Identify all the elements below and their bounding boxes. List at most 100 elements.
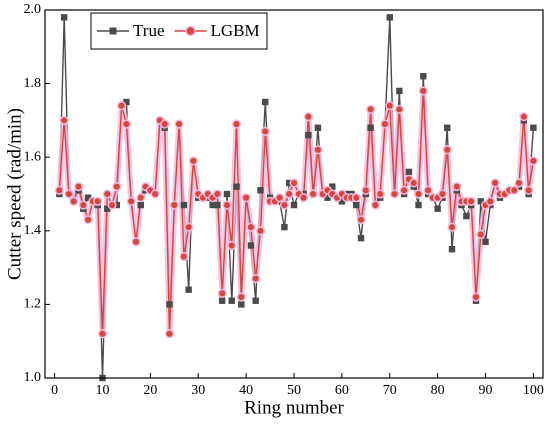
point — [123, 98, 130, 106]
point — [390, 189, 400, 199]
point — [482, 238, 489, 246]
x-tick-label: 40 — [239, 383, 253, 398]
point — [69, 196, 79, 206]
series-line — [58, 90, 535, 334]
point — [188, 156, 198, 166]
point — [286, 179, 293, 187]
point — [73, 182, 84, 192]
point — [289, 178, 299, 188]
point — [150, 189, 160, 199]
plot-frame — [44, 9, 544, 379]
x-tick-label: 0 — [51, 383, 58, 398]
point — [164, 329, 175, 339]
point — [228, 297, 235, 304]
point — [284, 189, 294, 199]
point — [305, 131, 312, 139]
point — [514, 178, 524, 188]
point — [528, 156, 538, 166]
point — [174, 119, 184, 129]
x-tick-label: 90 — [479, 383, 493, 398]
point — [112, 182, 122, 192]
x-tick-label: 100 — [523, 383, 544, 398]
point — [126, 196, 136, 206]
point — [218, 297, 226, 304]
point — [452, 182, 462, 192]
point — [353, 201, 360, 209]
point — [357, 234, 365, 242]
point — [137, 201, 144, 209]
legend: True LGBM — [90, 12, 268, 50]
point — [83, 215, 93, 225]
point — [530, 124, 537, 131]
point — [290, 201, 298, 209]
point — [509, 185, 519, 195]
point — [97, 329, 108, 339]
point — [212, 189, 222, 199]
x-tick-label: 60 — [335, 383, 349, 398]
point — [169, 200, 179, 210]
point — [386, 14, 393, 21]
x-axis-label: Ring number — [244, 397, 344, 418]
point — [366, 104, 376, 114]
legend-marker — [185, 25, 196, 37]
point — [275, 193, 285, 203]
point — [370, 200, 380, 210]
point — [409, 178, 419, 188]
point — [84, 194, 92, 201]
series-halo — [56, 88, 537, 337]
point — [420, 73, 427, 80]
point — [107, 200, 117, 210]
point — [519, 112, 529, 122]
point — [262, 98, 269, 106]
point — [222, 200, 232, 210]
point — [361, 185, 371, 195]
point — [471, 292, 481, 302]
legend-label: LGBM — [211, 21, 260, 40]
point — [241, 193, 251, 203]
point — [423, 185, 433, 195]
x-tick-label: 80 — [431, 383, 445, 398]
point — [490, 178, 500, 188]
point — [279, 200, 289, 210]
point — [104, 205, 111, 212]
point — [252, 297, 259, 304]
point — [184, 222, 194, 232]
point — [113, 201, 121, 209]
point — [255, 226, 266, 236]
point — [214, 201, 221, 209]
point — [442, 145, 452, 155]
point — [324, 194, 331, 201]
point — [380, 119, 390, 129]
point — [447, 222, 457, 232]
point — [136, 193, 146, 203]
legend-marker — [109, 27, 117, 35]
y-tick-label: 2.0 — [24, 2, 42, 17]
y-tick-label: 1.0 — [24, 370, 42, 385]
point — [463, 212, 470, 220]
point — [399, 185, 409, 195]
point — [477, 198, 484, 205]
point — [385, 101, 395, 111]
point — [396, 87, 403, 95]
point — [117, 101, 127, 111]
point — [418, 86, 428, 96]
x-tick-label: 30 — [191, 383, 205, 398]
point — [281, 223, 288, 231]
point — [375, 189, 385, 199]
point — [303, 112, 313, 122]
point — [54, 185, 64, 195]
point — [448, 246, 456, 253]
point — [485, 196, 495, 206]
point — [367, 124, 374, 131]
x-tick-label: 50 — [287, 383, 301, 398]
point — [251, 274, 261, 284]
point — [60, 14, 68, 21]
point — [329, 183, 336, 190]
y-tick-label: 1.6 — [24, 149, 42, 164]
point — [246, 222, 256, 232]
point — [405, 168, 413, 176]
point — [338, 198, 346, 205]
point — [524, 185, 534, 195]
y-tick-label: 1.2 — [24, 297, 42, 312]
